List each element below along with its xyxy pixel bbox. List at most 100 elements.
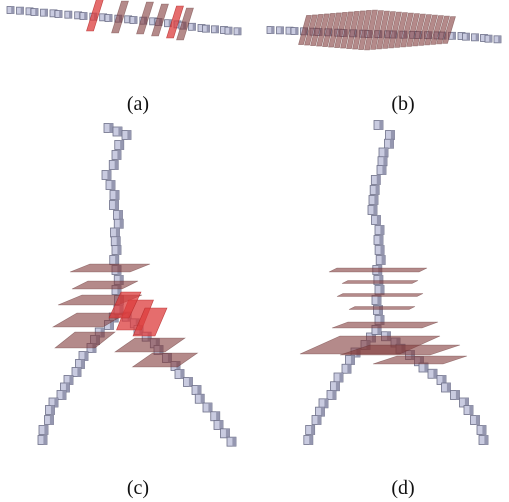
cube-shade bbox=[377, 295, 381, 305]
cube-shade bbox=[433, 369, 437, 379]
cube-shade bbox=[20, 7, 24, 15]
plane bbox=[340, 11, 354, 49]
plane bbox=[430, 15, 444, 45]
plane bbox=[304, 14, 318, 46]
plane bbox=[352, 10, 366, 50]
plane bbox=[136, 1, 154, 35]
cube-shade bbox=[232, 437, 236, 447]
cube-shade bbox=[35, 8, 38, 16]
plane bbox=[328, 12, 342, 48]
cube-shade bbox=[206, 25, 210, 33]
cube-shade bbox=[442, 375, 446, 385]
cube-shade bbox=[225, 428, 230, 438]
cube-shade bbox=[377, 325, 381, 335]
cube-shade bbox=[419, 31, 422, 39]
cube-shade bbox=[280, 26, 284, 34]
cube-shade bbox=[452, 32, 456, 40]
cube-shade bbox=[380, 225, 384, 235]
plane bbox=[51, 312, 129, 328]
plane bbox=[348, 306, 416, 310]
cube-shade bbox=[378, 305, 383, 315]
cube-shade bbox=[376, 175, 381, 185]
cube-shade bbox=[484, 435, 488, 445]
cube-shade bbox=[109, 320, 114, 330]
plane bbox=[176, 7, 194, 41]
cube-shade bbox=[62, 390, 66, 400]
cube-shade bbox=[389, 139, 394, 149]
cube-shade bbox=[77, 367, 81, 377]
cube-shade bbox=[380, 315, 384, 325]
cube-shade bbox=[111, 180, 115, 190]
cube-shade bbox=[390, 130, 395, 140]
cube-shade bbox=[114, 160, 119, 170]
cube-shade bbox=[114, 200, 119, 210]
plane bbox=[316, 13, 330, 47]
cube-shade bbox=[379, 120, 383, 130]
cube-shade bbox=[215, 25, 219, 33]
cube-shade bbox=[466, 33, 470, 41]
cube-shade bbox=[119, 275, 124, 285]
cube-shade bbox=[120, 140, 124, 150]
cube-shade bbox=[168, 19, 172, 27]
cube-shade bbox=[115, 228, 120, 237]
plane bbox=[298, 15, 312, 45]
cube-shade bbox=[482, 425, 486, 435]
plane bbox=[310, 14, 324, 46]
cube-shade bbox=[380, 285, 384, 295]
cube-shade bbox=[309, 435, 313, 445]
plane bbox=[412, 13, 426, 47]
plane bbox=[372, 355, 468, 365]
plane bbox=[331, 321, 439, 329]
plane bbox=[132, 307, 168, 337]
cube-shade bbox=[127, 130, 131, 140]
renderings bbox=[6, 0, 502, 447]
plane bbox=[370, 10, 384, 50]
cube-shade bbox=[109, 14, 112, 22]
plane bbox=[69, 263, 151, 273]
plane bbox=[339, 344, 461, 356]
cube-shade bbox=[216, 411, 220, 421]
cube-shade bbox=[374, 195, 378, 205]
plane bbox=[406, 13, 420, 47]
cube-shade bbox=[50, 405, 55, 415]
cube-shade bbox=[424, 363, 428, 372]
plane bbox=[442, 16, 456, 44]
cube-shade bbox=[455, 390, 460, 400]
cube-shade bbox=[354, 29, 357, 37]
cube-shade bbox=[271, 26, 274, 34]
cube-shade bbox=[119, 219, 124, 229]
cube-shade bbox=[84, 12, 87, 20]
cube-shade bbox=[379, 235, 383, 245]
cube-shade bbox=[116, 236, 121, 246]
panel-label: (d) bbox=[391, 477, 414, 499]
cube-shade bbox=[192, 23, 196, 31]
cube-shade bbox=[498, 35, 501, 43]
cube-shade bbox=[383, 156, 387, 166]
plane bbox=[86, 0, 104, 32]
plane bbox=[394, 12, 408, 48]
panel-label: (b) bbox=[391, 93, 414, 115]
panel-label: (c) bbox=[127, 477, 149, 499]
plane bbox=[111, 0, 129, 34]
cube-shade bbox=[335, 381, 340, 391]
plane bbox=[388, 11, 402, 49]
cube-shade bbox=[208, 403, 212, 412]
cube-shade bbox=[219, 420, 223, 430]
plane bbox=[341, 280, 419, 284]
cube-shade bbox=[373, 205, 377, 215]
cube-shade bbox=[188, 377, 193, 387]
cube-shade bbox=[115, 190, 119, 200]
plane bbox=[336, 293, 424, 297]
cube-shade bbox=[339, 373, 343, 382]
cube-shade bbox=[347, 364, 351, 374]
cube-shade bbox=[489, 35, 492, 43]
cube-shade bbox=[115, 255, 119, 265]
plane bbox=[108, 291, 142, 319]
cube-shade bbox=[200, 394, 205, 404]
plane bbox=[71, 280, 139, 290]
cube-shade bbox=[44, 9, 48, 17]
cube-shade bbox=[11, 6, 14, 14]
cube-shade bbox=[475, 415, 480, 425]
plane bbox=[382, 11, 396, 49]
